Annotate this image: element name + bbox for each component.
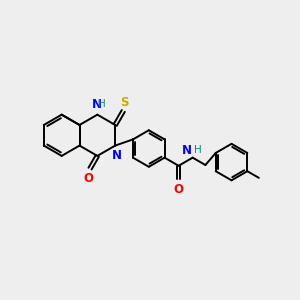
Text: H: H bbox=[98, 99, 106, 109]
Text: N: N bbox=[112, 148, 122, 161]
Text: O: O bbox=[83, 172, 93, 185]
Text: N: N bbox=[182, 144, 192, 157]
Text: H: H bbox=[194, 145, 202, 155]
Text: O: O bbox=[174, 182, 184, 196]
Text: S: S bbox=[121, 96, 129, 109]
Text: N: N bbox=[92, 98, 102, 111]
